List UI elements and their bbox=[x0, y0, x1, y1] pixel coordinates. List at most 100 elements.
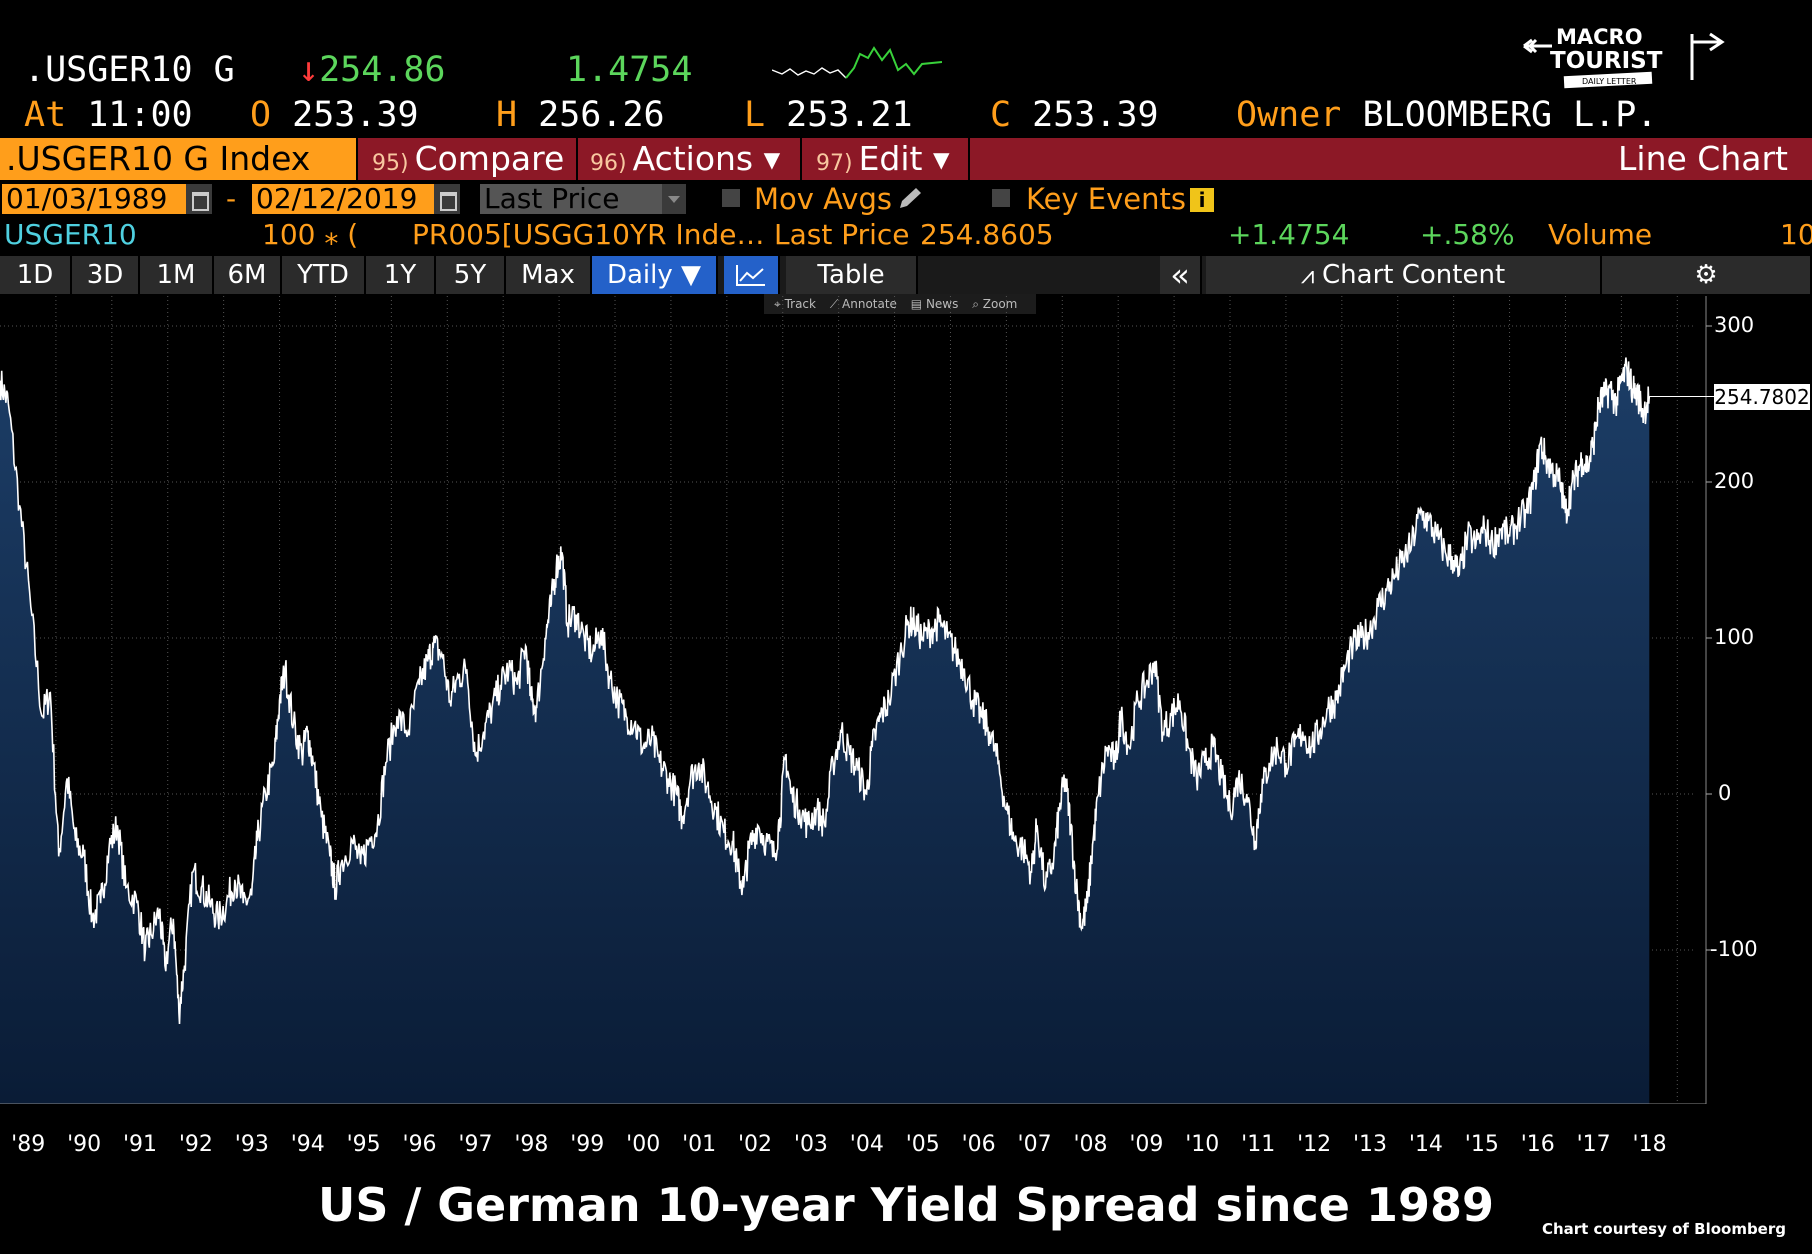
security-field[interactable]: .USGER10 G Index bbox=[0, 138, 356, 180]
x-tick-label: '93 bbox=[234, 1132, 269, 1157]
last-value-label: 254.7802 bbox=[1714, 383, 1810, 410]
legend-net-change: +1.4754 bbox=[1228, 218, 1350, 251]
actions-button[interactable]: 96) Actions ▾ bbox=[590, 138, 780, 180]
chart-content-label: Chart Content bbox=[1322, 260, 1506, 290]
gear-icon[interactable]: ⚙ bbox=[1602, 256, 1812, 294]
actions-label: Actions ▾ bbox=[632, 139, 781, 178]
open-value: 253.39 bbox=[292, 95, 419, 135]
compare-button[interactable]: 95) Compare bbox=[372, 138, 564, 180]
end-date-field[interactable]: 02/12/2019 bbox=[252, 184, 436, 214]
field-dropdown[interactable]: Last Price bbox=[480, 184, 680, 214]
close-label: C bbox=[990, 95, 1012, 135]
owner-field: Owner BLOOMBERG L.P. bbox=[1236, 95, 1657, 135]
chart-content-button[interactable]: ⩘ Chart Content bbox=[1206, 256, 1602, 294]
range-5y-button[interactable]: 5Y bbox=[436, 256, 506, 294]
end-calendar-icon[interactable] bbox=[434, 184, 460, 214]
last-price-value: 254.86 bbox=[319, 50, 446, 90]
x-tick-label: '08 bbox=[1073, 1132, 1108, 1157]
range-1d-button[interactable]: 1D bbox=[0, 256, 72, 294]
time-label: At bbox=[24, 95, 67, 135]
x-tick-label: '06 bbox=[961, 1132, 996, 1157]
edit-label: Edit ▾ bbox=[858, 139, 950, 178]
compare-label: Compare bbox=[414, 139, 565, 178]
mov-avgs-label: Mov Avgs bbox=[754, 182, 892, 216]
high-value: 256.26 bbox=[538, 95, 665, 135]
range-3d-button[interactable]: 3D bbox=[72, 256, 140, 294]
frequency-dropdown[interactable]: Daily ▼ bbox=[592, 256, 718, 294]
x-tick-label: '12 bbox=[1297, 1132, 1332, 1157]
start-calendar-icon[interactable] bbox=[186, 184, 212, 214]
x-tick-label: '11 bbox=[1241, 1132, 1276, 1157]
down-arrow-icon: ↓ bbox=[298, 50, 320, 90]
high-label: H bbox=[496, 95, 518, 135]
range-1m-button[interactable]: 1M bbox=[140, 256, 214, 294]
y-tick-label: 300 bbox=[1714, 313, 1755, 337]
spread-chart bbox=[0, 296, 1714, 1104]
edit-button[interactable]: 97) Edit ▾ bbox=[816, 138, 950, 180]
date-dash: - bbox=[226, 182, 237, 215]
chart-credit: Chart courtesy of Bloomberg bbox=[1541, 1220, 1786, 1238]
info-icon[interactable]: i bbox=[1190, 188, 1214, 212]
legend-formula: PR005[USGG10YR Inde… bbox=[412, 218, 765, 251]
x-tick-label: '89 bbox=[11, 1132, 46, 1157]
range-6m-button[interactable]: 6M bbox=[214, 256, 282, 294]
mini-toolbar: ⌖ Track ⟋ Annotate ▤ News ⌕ Zoom bbox=[764, 294, 1036, 314]
x-tick-label: '13 bbox=[1352, 1132, 1388, 1157]
net-change: 1.4754 bbox=[566, 50, 693, 90]
low-value: 253.21 bbox=[786, 95, 913, 135]
x-tick-label: '90 bbox=[67, 1132, 102, 1157]
x-tick-label: '02 bbox=[737, 1132, 773, 1157]
series-line bbox=[0, 357, 1651, 1025]
legend-volume-label: Volume bbox=[1548, 218, 1653, 251]
collapse-icon[interactable]: « bbox=[1160, 256, 1202, 294]
quote-line: At 11:00 bbox=[24, 95, 193, 135]
x-tick-label: '15 bbox=[1464, 1132, 1499, 1157]
high-field: H 256.26 bbox=[496, 95, 665, 135]
y-tick-label: 0 bbox=[1718, 781, 1732, 805]
table-button[interactable]: Table bbox=[786, 256, 918, 294]
mov-avgs-checkbox[interactable] bbox=[722, 189, 740, 207]
series-area bbox=[0, 357, 1650, 1104]
zoom-tool[interactable]: ⌕ Zoom bbox=[972, 297, 1018, 311]
key-events-checkbox[interactable] bbox=[992, 189, 1010, 207]
sparkline bbox=[772, 46, 942, 79]
close-field: C 253.39 bbox=[990, 95, 1159, 135]
x-tick-label: '97 bbox=[458, 1132, 493, 1157]
x-tick-label: '17 bbox=[1576, 1132, 1611, 1157]
owner-value: BLOOMBERG L.P. bbox=[1362, 95, 1658, 135]
low-label: L bbox=[744, 95, 766, 135]
annotate-tool[interactable]: ⟋ Annotate bbox=[829, 297, 897, 311]
logo-line2: TOURIST bbox=[1550, 48, 1663, 74]
x-tick-label: '07 bbox=[1017, 1132, 1052, 1157]
legend-security: USGER10 bbox=[4, 218, 137, 251]
legend-last-price: 254.8605 bbox=[920, 218, 1054, 251]
range-ytd-button[interactable]: YTD bbox=[282, 256, 366, 294]
x-tick-label: '05 bbox=[905, 1132, 940, 1157]
last-price: ↓254.86 bbox=[298, 50, 446, 90]
y-tick-label: -100 bbox=[1710, 937, 1758, 961]
edit-num: 97) bbox=[816, 151, 853, 176]
x-tick-label: '96 bbox=[402, 1132, 437, 1157]
x-tick-label: '03 bbox=[793, 1132, 828, 1157]
logo-line1: MACRO bbox=[1556, 25, 1643, 49]
macro-tourist-logo: MACRO TOURIST DAILY LETTER bbox=[1523, 25, 1725, 89]
x-tick-label: '18 bbox=[1632, 1132, 1667, 1157]
line-chart-icon[interactable] bbox=[724, 256, 780, 294]
x-tick-label: '94 bbox=[290, 1132, 325, 1157]
key-events-label: Key Events bbox=[1026, 182, 1186, 216]
x-tick-label: '98 bbox=[514, 1132, 549, 1157]
range-max-button[interactable]: Max bbox=[506, 256, 592, 294]
chevron-down-icon[interactable] bbox=[662, 184, 686, 214]
close-value: 253.39 bbox=[1032, 95, 1159, 135]
x-tick-label: '16 bbox=[1520, 1132, 1555, 1157]
start-date-field[interactable]: 01/03/1989 bbox=[2, 184, 186, 214]
field-dropdown-value: Last Price bbox=[484, 182, 620, 215]
ticker: .USGER10 G bbox=[24, 50, 235, 90]
y-tick-label: 100 bbox=[1714, 625, 1755, 649]
legend-last-price-label: Last Price bbox=[774, 218, 910, 251]
x-tick-label: '04 bbox=[849, 1132, 884, 1157]
pencil-icon[interactable] bbox=[896, 186, 924, 212]
range-1y-button[interactable]: 1Y bbox=[366, 256, 436, 294]
track-tool[interactable]: ⌖ Track bbox=[774, 297, 816, 311]
x-tick-label: '00 bbox=[626, 1132, 661, 1157]
